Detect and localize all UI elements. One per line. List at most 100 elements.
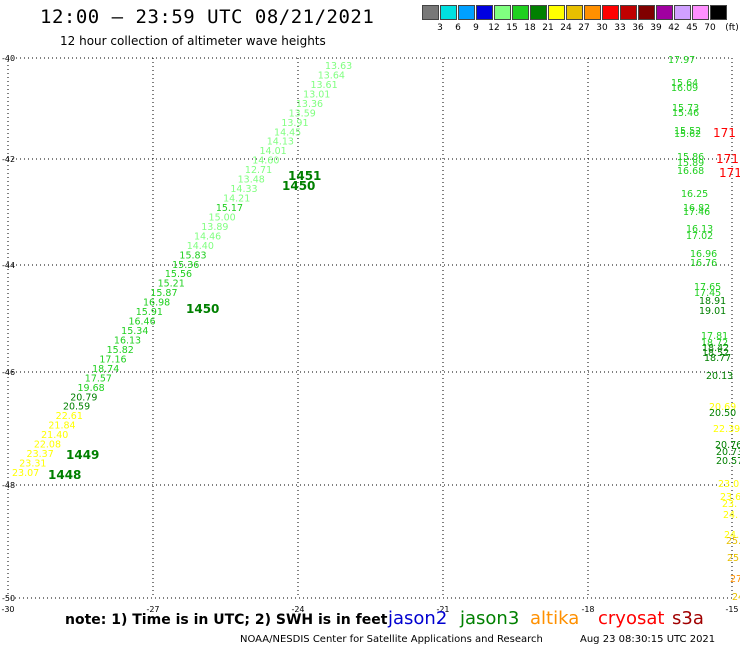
- legend-swatch: [674, 5, 691, 20]
- swh-value: 20.73: [716, 447, 740, 458]
- time-label: 1450: [186, 302, 219, 316]
- swh-value: 13.36: [296, 99, 323, 110]
- swh-value: 15.73: [672, 103, 699, 114]
- time-label: 1449: [66, 448, 99, 462]
- swh-value: 27.: [730, 574, 740, 585]
- swh-value: 16.98: [143, 298, 170, 309]
- swh-value: 20.79: [70, 392, 97, 403]
- swh-value: 20.76: [715, 440, 740, 451]
- cryosat-value: 171: [719, 166, 740, 180]
- legend-label: 27: [578, 23, 590, 33]
- swh-value: 19.68: [78, 383, 105, 394]
- legend-swatch: [638, 5, 655, 20]
- swh-value: 14.33: [230, 184, 257, 195]
- legend-swatch: [512, 5, 529, 20]
- swh-value: 15.82: [107, 345, 134, 356]
- swh-value: 17.97: [668, 55, 695, 66]
- legend-label: 39: [650, 23, 662, 33]
- swh-value: 14.46: [194, 231, 221, 242]
- swh-value: 17.16: [99, 354, 126, 365]
- legend-swatch: [566, 5, 583, 20]
- swh-value: 23.0: [718, 479, 739, 490]
- swh-value: 16.96: [690, 249, 717, 260]
- swh-value: 14.60: [252, 156, 279, 167]
- swh-value: 13.63: [325, 61, 352, 72]
- legend-swatch: [602, 5, 619, 20]
- swh-value: 15.36: [172, 260, 199, 271]
- swh-value: 17.46: [683, 207, 710, 218]
- legend-label: 30: [596, 23, 608, 33]
- satellite-jason3: jason3: [460, 608, 520, 629]
- legend-swatch: [584, 5, 601, 20]
- swh-value: 20.13: [706, 371, 733, 382]
- swh-value: 25.: [727, 553, 740, 564]
- swh-value: 20.59: [63, 402, 90, 413]
- swh-value: 13.01: [303, 89, 330, 100]
- cryosat-value: 171: [716, 152, 739, 166]
- legend-label: 33: [614, 23, 626, 33]
- swh-value: 15.86: [677, 152, 704, 163]
- swh-value: 16.82: [683, 203, 710, 214]
- legend-swatch: [710, 5, 727, 20]
- map-frame: [7, 57, 733, 599]
- swh-value: 17.02: [686, 231, 713, 242]
- swh-value: 23.07: [12, 468, 39, 479]
- time-label: 1450: [282, 179, 315, 193]
- satellite-altika: altika: [530, 608, 580, 629]
- legend-swatch: [476, 5, 493, 20]
- swh-value: 12.71: [245, 165, 272, 176]
- legend-label: 36: [632, 23, 644, 33]
- swh-value: 24.: [732, 592, 740, 603]
- swh-value: 18.74: [92, 364, 119, 375]
- swh-value: 18.91: [699, 296, 726, 307]
- swh-value: 20.69: [709, 402, 736, 413]
- legend-swatch: [620, 5, 637, 20]
- swh-value: 16.13: [114, 335, 141, 346]
- swh-value: 22.61: [56, 411, 83, 422]
- swh-value: 15.83: [179, 250, 206, 261]
- swh-value: 16.76: [690, 258, 717, 269]
- legend-swatch: [548, 5, 565, 20]
- legend-swatch: [458, 5, 475, 20]
- swh-value: 22.08: [34, 440, 61, 451]
- legend-label: 12: [488, 23, 500, 33]
- satellite-cryosat: cryosat: [598, 608, 665, 629]
- swh-value: 16.68: [677, 166, 704, 177]
- swh-value: 17.81: [701, 331, 728, 342]
- swh-value: 23.37: [27, 449, 54, 460]
- swh-value: 24.: [723, 510, 738, 521]
- swh-value: 15.21: [158, 279, 185, 290]
- swh-value: 15.56: [165, 269, 192, 280]
- legend-label: 42: [668, 23, 680, 33]
- x-tick-label: -30: [1, 605, 14, 614]
- swh-value: 15.62: [674, 129, 701, 140]
- swh-value: 17.45: [694, 288, 721, 299]
- legend-label: 9: [473, 23, 479, 33]
- legend-unit: (ft): [725, 23, 739, 33]
- time-label: 1451: [288, 169, 321, 183]
- swh-value: 14.01: [259, 146, 286, 157]
- y-tick-label: -48: [2, 481, 15, 490]
- swh-value: 20.57: [716, 456, 740, 467]
- legend-label: 45: [686, 23, 698, 33]
- legend-swatch: [530, 5, 547, 20]
- legend-label: 18: [524, 23, 536, 33]
- swh-value: 18.52: [702, 348, 729, 359]
- legend-label: 70: [704, 23, 716, 33]
- y-tick-label: -46: [2, 368, 15, 377]
- footer-credit: NOAA/NESDIS Center for Satellite Applica…: [240, 634, 543, 645]
- swh-value: 18.72: [701, 338, 728, 349]
- satellite-jason2: jason2: [388, 608, 448, 629]
- x-tick-label: -24: [291, 605, 304, 614]
- cryosat-value: 171: [713, 126, 736, 140]
- swh-value: 16.46: [128, 317, 155, 328]
- swh-value: 15.17: [216, 203, 243, 214]
- y-tick-label: -40: [2, 54, 15, 63]
- swh-value: 14.45: [274, 127, 301, 138]
- legend-label: 6: [455, 23, 461, 33]
- time-label: 1448: [48, 468, 81, 482]
- x-tick-label: -21: [436, 605, 449, 614]
- swh-value: 13.89: [201, 222, 228, 233]
- swh-value: 24.: [724, 530, 739, 541]
